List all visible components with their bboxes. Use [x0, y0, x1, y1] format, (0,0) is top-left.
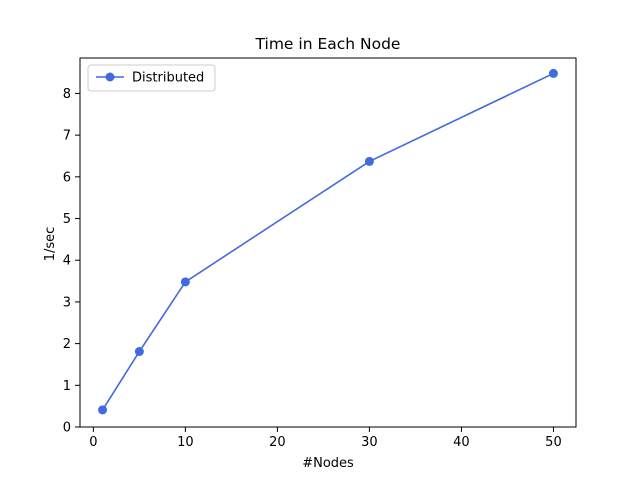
- x-tick-label-1: 10: [177, 435, 194, 450]
- data-point-0-4: [548, 68, 558, 78]
- legend-label-0: Distributed: [132, 71, 204, 86]
- x-tick-label-5: 50: [545, 435, 562, 450]
- y-tick-label-8: 8: [63, 87, 71, 102]
- data-point-0-0: [98, 405, 108, 415]
- y-tick-label-4: 4: [63, 254, 71, 269]
- y-tick-label-0: 0: [63, 421, 71, 436]
- data-point-0-2: [180, 277, 190, 287]
- legend-box: [87, 64, 216, 92]
- x-tick-label-2: 20: [269, 435, 286, 450]
- x-tick-label-0: 0: [89, 435, 97, 450]
- data-point-0-1: [134, 347, 144, 357]
- x-axis-label: #Nodes: [302, 456, 354, 471]
- chart-title: Time in Each Node: [255, 35, 401, 53]
- plot-frame: [79, 57, 577, 428]
- y-tick-label-5: 5: [63, 212, 71, 227]
- legend: Distributed: [87, 64, 216, 92]
- y-tick-label-2: 2: [63, 337, 71, 352]
- plot-area: 0 10 20 30 40 50 0 1 2 3 4 5 6 7 8: [63, 57, 577, 450]
- y-tick-label-1: 1: [63, 379, 71, 394]
- y-tick-label-3: 3: [63, 295, 71, 310]
- y-axis-label: 1/sec: [43, 227, 58, 262]
- legend-marker-0: [105, 72, 115, 82]
- y-tick-label-7: 7: [63, 129, 71, 144]
- x-tick-label-3: 30: [361, 435, 378, 450]
- data-point-0-3: [364, 156, 374, 166]
- y-tick-label-6: 6: [63, 170, 71, 185]
- x-tick-label-4: 40: [453, 435, 470, 450]
